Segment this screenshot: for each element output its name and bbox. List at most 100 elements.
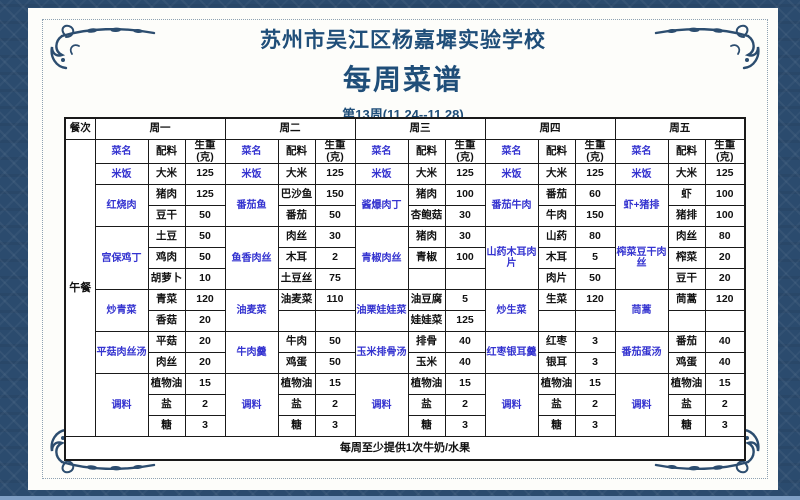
weight-cell: 3 xyxy=(574,331,616,354)
ingredient-cell: 豆干 xyxy=(667,268,706,291)
ingredient-cell: 植物油 xyxy=(147,373,186,396)
page-title: 每周菜谱 xyxy=(342,64,463,95)
ingredient-cell: 虾 xyxy=(667,184,706,207)
dish-name-cell: 虾+猪排 xyxy=(614,184,669,228)
menu-page: 苏州市吴江区杨嘉墀实验学校 每周菜谱 第13周(11.24--11.28) 餐次… xyxy=(28,8,778,490)
weight-cell: 50 xyxy=(184,226,226,249)
weight-cell: 3 xyxy=(574,415,616,438)
bottom-edge-strip xyxy=(0,496,800,500)
weight-cell: 50 xyxy=(314,205,356,228)
weight-cell: 125 xyxy=(444,310,486,333)
dish-name-cell: 番茄牛肉 xyxy=(484,184,539,228)
weight-cell xyxy=(314,310,356,333)
ingredient-col-header: 配料 xyxy=(537,138,576,165)
ingredient-cell: 红枣 xyxy=(537,331,576,354)
corner-flourish-icon xyxy=(654,24,760,70)
ingredient-cell: 大米 xyxy=(667,163,706,186)
dish-name-cell: 米饭 xyxy=(354,163,409,186)
weight-cell: 15 xyxy=(574,373,616,396)
weight-cell: 20 xyxy=(184,331,226,354)
ingredient-cell: 糖 xyxy=(277,415,316,438)
dish-col-header: 菜名 xyxy=(354,138,409,165)
ingredient-cell: 油麦菜 xyxy=(277,289,316,312)
weight-cell: 80 xyxy=(574,226,616,249)
dish-name-cell: 红枣银耳羹 xyxy=(484,331,539,375)
weight-cell: 20 xyxy=(704,268,746,291)
ingredient-cell: 胡萝卜 xyxy=(147,268,186,291)
weight-cell: 50 xyxy=(184,205,226,228)
ingredient-cell: 大米 xyxy=(147,163,186,186)
ingredient-cell: 猪排 xyxy=(667,205,706,228)
weight-col-header: 生重(克) xyxy=(184,138,226,165)
corner-flourish-icon xyxy=(654,428,760,474)
ingredient-cell: 植物油 xyxy=(537,373,576,396)
ingredient-cell: 大米 xyxy=(407,163,446,186)
weight-cell: 40 xyxy=(704,331,746,354)
ingredient-col-header: 配料 xyxy=(407,138,446,165)
header-block: 苏州市吴江区杨嘉墀实验学校 每周菜谱 第13周(11.24--11.28) xyxy=(28,24,778,123)
dish-name-cell: 酱爆肉丁 xyxy=(354,184,409,228)
dish-name-cell: 玉米排骨汤 xyxy=(354,331,409,375)
dish-name-cell: 炒青菜 xyxy=(94,289,149,333)
dish-name-cell: 山药木耳肉片 xyxy=(484,226,539,291)
ingredient-cell: 排骨 xyxy=(407,331,446,354)
ingredient-cell: 盐 xyxy=(277,394,316,417)
weight-cell: 125 xyxy=(574,163,616,186)
menu-row: 红烧肉 猪肉 125 番茄鱼 巴沙鱼 150 酱爆肉丁 猪肉 100 番茄牛肉 番茄 60 虾+猪排虾 1… xyxy=(65,184,746,228)
dish-name-cell: 茼蒿 xyxy=(614,289,669,333)
weight-cell: 15 xyxy=(444,373,486,396)
ingredient-cell: 银耳 xyxy=(537,352,576,375)
ingredient-cell: 肉丝 xyxy=(667,226,706,249)
menu-table: 餐次 周一 周二 周三 周四 周五 午餐 菜名 配料 生重(克) 菜名 配料 生重(克) 菜名 配料 生重(克… xyxy=(64,117,747,462)
weight-cell: 50 xyxy=(574,268,616,291)
dish-col-header: 菜名 xyxy=(94,138,149,165)
weight-cell: 3 xyxy=(314,415,356,438)
dish-name-cell: 番茄蛋汤 xyxy=(614,331,669,375)
weight-cell: 125 xyxy=(184,163,226,186)
ingredient-cell xyxy=(667,310,706,333)
weight-cell: 100 xyxy=(444,247,486,270)
ingredient-cell: 豆干 xyxy=(147,205,186,228)
dish-name-cell: 红烧肉 xyxy=(94,184,149,228)
dish-col-header: 菜名 xyxy=(484,138,539,165)
dish-name-cell: 米饭 xyxy=(484,163,539,186)
weight-cell: 100 xyxy=(444,184,486,207)
weight-cell: 20 xyxy=(184,310,226,333)
day-header: 周一 xyxy=(94,117,226,140)
dish-name-cell: 油麦菜 xyxy=(224,289,279,333)
ingredient-cell: 香菇 xyxy=(147,310,186,333)
dish-name-cell: 宫保鸡丁 xyxy=(94,226,149,291)
menu-row: 炒青菜 青菜 120 油麦菜 油麦菜 110 油栗娃娃菜 油豆腐 5 炒生菜 生菜 120 茼蒿 茼蒿 12… xyxy=(65,289,746,333)
weight-cell: 125 xyxy=(704,163,746,186)
weight-cell: 40 xyxy=(704,352,746,375)
weight-cell: 50 xyxy=(314,352,356,375)
ingredient-cell: 盐 xyxy=(407,394,446,417)
weight-cell: 30 xyxy=(314,226,356,249)
school-name: 苏州市吴江区杨嘉墀实验学校 xyxy=(260,29,546,52)
ingredient-cell: 大米 xyxy=(277,163,316,186)
weight-cell: 2 xyxy=(314,247,356,270)
weight-cell: 150 xyxy=(314,184,356,207)
day-header: 周五 xyxy=(614,117,746,140)
weight-cell: 15 xyxy=(184,373,226,396)
menu-row: 米饭 大米 125 米饭 大米 125 米饭 大米 125 米饭 大米 125 米饭 大米 125 xyxy=(65,163,746,186)
weight-cell: 3 xyxy=(574,352,616,375)
ingredient-cell: 平菇 xyxy=(147,331,186,354)
ingredient-cell: 青椒 xyxy=(407,247,446,270)
weight-cell: 120 xyxy=(704,289,746,312)
day-header: 周二 xyxy=(224,117,356,140)
dish-name-cell: 调料 xyxy=(94,373,149,438)
dish-name-cell: 米饭 xyxy=(614,163,669,186)
meal-col-header: 餐次 xyxy=(64,117,96,140)
ingredient-cell: 娃娃菜 xyxy=(407,310,446,333)
ingredient-cell: 盐 xyxy=(667,394,706,417)
ingredient-cell: 肉丝 xyxy=(277,226,316,249)
ingredient-cell: 猪肉 xyxy=(407,226,446,249)
dish-col-header: 菜名 xyxy=(224,138,279,165)
ingredient-cell xyxy=(277,310,316,333)
dish-name-cell: 榨菜豆干肉丝 xyxy=(614,226,669,291)
weight-cell: 100 xyxy=(704,205,746,228)
ingredient-cell: 肉片 xyxy=(537,268,576,291)
ingredient-cell: 油豆腐 xyxy=(407,289,446,312)
